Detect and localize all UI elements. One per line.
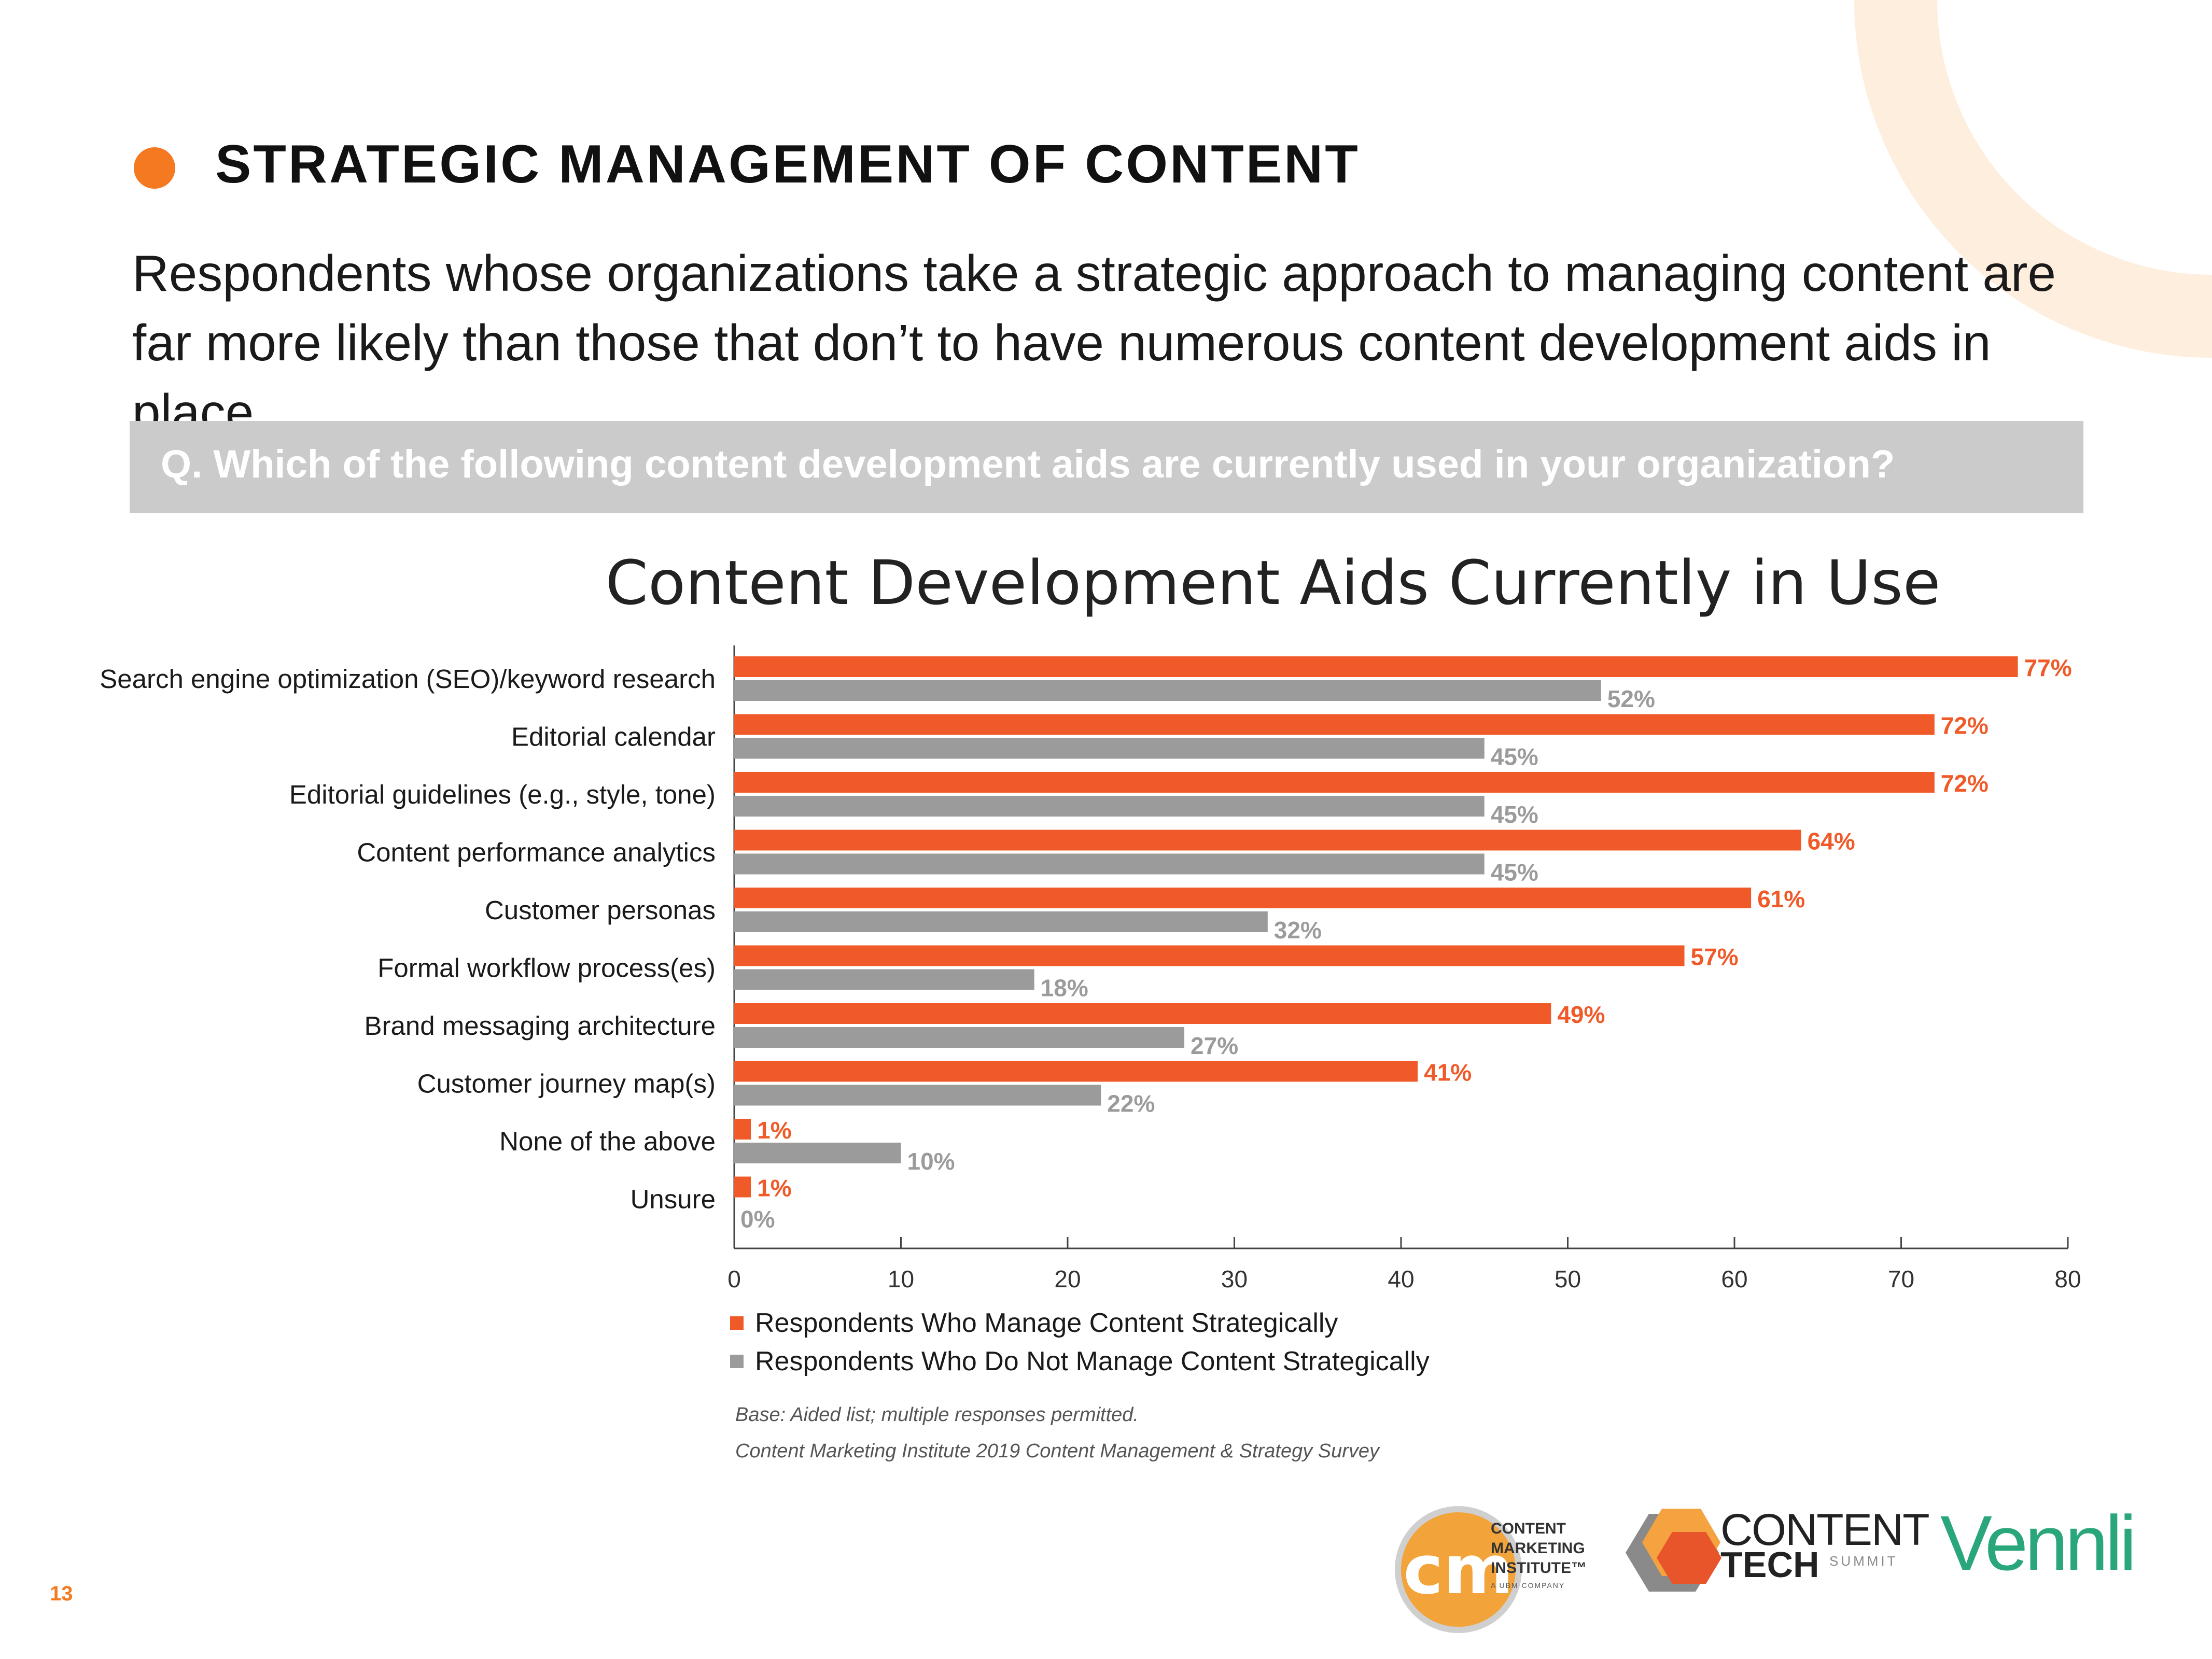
data-label-not-strategic: 10% (907, 1148, 955, 1175)
data-label-strategic: 57% (1691, 944, 1739, 971)
category-label: Formal workflow process(es) (377, 953, 716, 983)
bar-not-strategic (734, 1085, 1101, 1106)
chart-title: Content Development Aids Currently in Us… (606, 547, 1941, 618)
category-label: Customer personas (485, 895, 716, 925)
data-label-strategic: 41% (1424, 1059, 1472, 1086)
content-tech-word-summit: SUMMIT (1829, 1553, 1898, 1569)
bar-strategic (734, 1061, 1418, 1082)
bar-not-strategic (734, 738, 1485, 759)
bar-strategic (734, 714, 1935, 735)
cmi-line-1: CONTENT (1491, 1520, 1566, 1537)
data-label-not-strategic: 18% (1041, 975, 1088, 1002)
cmi-logo-subtitle: A UBM COMPANY (1491, 1581, 1565, 1590)
legend-swatch-strategic (730, 1316, 744, 1330)
content-tech-hexagon-icon (1626, 1509, 1721, 1592)
category-label: Customer journey map(s) (417, 1069, 716, 1099)
data-label-not-strategic: 45% (1491, 743, 1538, 770)
category-label: Brand messaging architecture (364, 1011, 716, 1041)
data-label-strategic: 61% (1757, 885, 1805, 912)
vennli-logo: Vennli (1940, 1499, 2137, 1586)
category-label: Editorial calendar (511, 722, 716, 752)
bar-not-strategic (734, 1027, 1185, 1048)
legend-label-strategic: Respondents Who Manage Content Strategic… (755, 1308, 1338, 1338)
cmi-line-3: INSTITUTE™ (1491, 1559, 1587, 1577)
legend-item-strategic: Respondents Who Manage Content Strategic… (730, 1304, 1430, 1342)
data-label-not-strategic: 52% (1607, 685, 1655, 712)
bar-not-strategic (734, 911, 1268, 932)
legend-label-not-strategic: Respondents Who Do Not Manage Content St… (755, 1346, 1430, 1376)
cmi-logo-text: CONTENT MARKETING INSTITUTE™ (1491, 1519, 1587, 1578)
x-tick-label: 70 (1888, 1266, 1914, 1292)
data-label-strategic: 1% (757, 1117, 791, 1144)
base-note: Base: Aided list; multiple responses per… (735, 1404, 1139, 1426)
bar-not-strategic (734, 969, 1034, 990)
data-label-not-strategic: 0% (740, 1206, 775, 1233)
x-tick-label: 10 (888, 1266, 914, 1292)
category-label: Editorial guidelines (e.g., style, tone) (289, 780, 716, 809)
bar-strategic (734, 656, 2018, 677)
question-text: Q. Which of the following content develo… (161, 442, 1895, 486)
x-tick-label: 40 (1388, 1266, 1414, 1292)
x-tick-label: 20 (1054, 1266, 1081, 1292)
data-label-strategic: 64% (1808, 828, 1855, 855)
x-tick-label: 80 (2054, 1266, 2081, 1292)
legend-swatch-not-strategic (730, 1355, 744, 1368)
legend-item-not-strategic: Respondents Who Do Not Manage Content St… (730, 1342, 1430, 1381)
data-label-strategic: 1% (757, 1175, 791, 1202)
category-label: Content performance analytics (357, 838, 716, 867)
data-label-not-strategic: 27% (1191, 1032, 1238, 1059)
data-label-strategic: 49% (1557, 1001, 1605, 1028)
bar-strategic (734, 1119, 751, 1140)
data-label-not-strategic: 45% (1491, 859, 1538, 886)
category-label: Unsure (631, 1185, 716, 1214)
data-label-not-strategic: 32% (1274, 917, 1322, 944)
bar-strategic (734, 888, 1752, 908)
data-label-not-strategic: 22% (1107, 1090, 1155, 1117)
x-tick-label: 50 (1555, 1266, 1581, 1292)
section-title: STRATEGIC MANAGEMENT OF CONTENT (215, 134, 1360, 194)
data-label-not-strategic: 45% (1491, 801, 1538, 828)
content-tech-word-tech: TECH (1720, 1544, 1819, 1585)
category-label: Search engine optimization (SEO)/keyword… (100, 664, 716, 694)
bar-not-strategic (734, 796, 1485, 817)
source-note: Content Marketing Institute 2019 Content… (735, 1440, 1380, 1462)
data-label-strategic: 72% (1941, 712, 1989, 739)
chart-legend: Respondents Who Manage Content Strategic… (730, 1304, 1430, 1381)
bar-not-strategic (734, 1143, 901, 1163)
bar-strategic (734, 772, 1935, 793)
bar-not-strategic (734, 853, 1485, 875)
bar-strategic (734, 945, 1685, 966)
content-tech-word-content: CONTENT (1720, 1505, 1930, 1555)
category-label: None of the above (499, 1127, 716, 1156)
bar-strategic (734, 830, 1801, 851)
x-tick-label: 60 (1721, 1266, 1747, 1292)
cmi-logo-mark: cm (1403, 1530, 1514, 1609)
x-tick-label: 30 (1221, 1266, 1248, 1292)
title-bullet-icon (134, 147, 175, 189)
bar-not-strategic (734, 680, 1601, 701)
data-label-strategic: 72% (1941, 770, 1989, 797)
x-tick-label: 0 (727, 1266, 741, 1292)
question-banner (130, 421, 2083, 513)
cmi-line-2: MARKETING (1491, 1540, 1585, 1557)
bar-strategic (734, 1003, 1551, 1024)
bar-strategic (734, 1176, 751, 1198)
page-number: 13 (50, 1582, 73, 1605)
data-label-strategic: 77% (2024, 654, 2072, 681)
